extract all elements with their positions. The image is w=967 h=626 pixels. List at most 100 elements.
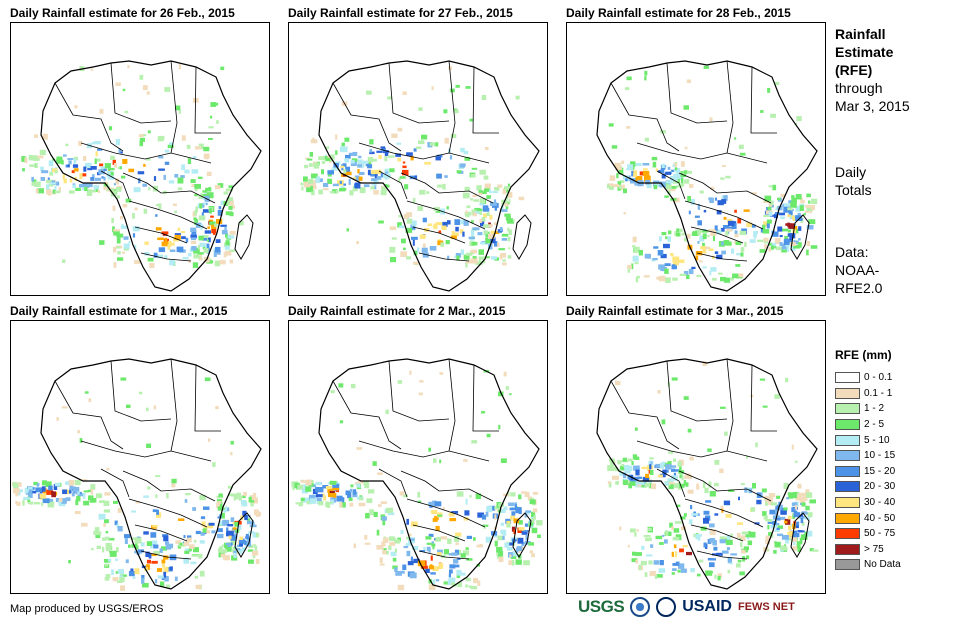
rain-cell bbox=[349, 190, 354, 196]
rain-cell bbox=[618, 185, 622, 189]
rain-cell bbox=[677, 569, 681, 573]
rain-cell bbox=[647, 527, 652, 531]
rain-cell bbox=[799, 516, 806, 519]
rain-cell bbox=[776, 517, 781, 521]
rain-cell bbox=[103, 176, 106, 181]
rain-cell bbox=[645, 179, 650, 185]
rain-cell bbox=[662, 469, 667, 476]
rain-cell bbox=[75, 499, 79, 506]
rain-cell bbox=[435, 209, 441, 213]
rain-cell bbox=[252, 497, 258, 504]
rain-cell bbox=[780, 193, 785, 198]
rain-cell bbox=[793, 512, 801, 518]
rain-cell bbox=[805, 204, 812, 208]
rain-cell bbox=[513, 518, 520, 524]
rain-cell bbox=[634, 182, 639, 186]
rain-cell bbox=[251, 496, 257, 501]
rain-cell bbox=[88, 398, 92, 403]
legend-label: 2 - 5 bbox=[864, 419, 885, 431]
rain-cell bbox=[79, 438, 83, 443]
rain-cell bbox=[335, 150, 338, 155]
rain-cell bbox=[690, 199, 695, 205]
rainfall-map bbox=[10, 320, 270, 594]
data-source: Data: NOAA- RFE2.0 bbox=[835, 243, 882, 297]
rain-cell bbox=[649, 470, 654, 475]
rain-cell bbox=[497, 242, 500, 247]
rain-cell bbox=[155, 214, 158, 217]
country-border bbox=[610, 380, 680, 450]
rain-cell bbox=[85, 162, 92, 169]
rain-cell bbox=[339, 188, 346, 192]
rain-cell bbox=[486, 195, 491, 199]
rain-cell bbox=[233, 552, 237, 558]
rain-cell bbox=[110, 188, 114, 193]
rain-cell bbox=[190, 561, 197, 565]
rain-cell bbox=[186, 538, 189, 544]
rain-cell bbox=[384, 551, 389, 555]
rain-cell bbox=[494, 187, 500, 191]
rain-cell bbox=[450, 133, 457, 138]
rain-cell bbox=[534, 492, 539, 495]
country-border bbox=[358, 142, 490, 164]
country-border bbox=[696, 252, 748, 262]
rain-cell bbox=[465, 213, 470, 218]
rain-cell bbox=[679, 548, 684, 553]
rain-cell bbox=[509, 393, 512, 396]
rain-cell bbox=[398, 177, 401, 183]
rain-cell bbox=[796, 541, 803, 545]
country-border bbox=[140, 252, 192, 262]
rain-cell bbox=[228, 535, 232, 540]
rain-cell bbox=[811, 198, 818, 204]
rain-cell bbox=[222, 519, 230, 526]
rain-cell bbox=[224, 226, 227, 231]
rain-cell bbox=[377, 472, 383, 475]
rain-cell bbox=[799, 537, 803, 543]
rain-cell bbox=[225, 543, 232, 548]
rain-cell bbox=[143, 495, 150, 498]
rain-cell bbox=[62, 259, 66, 263]
rain-cell bbox=[769, 509, 775, 515]
rain-cell bbox=[107, 558, 112, 562]
rain-cell bbox=[94, 531, 102, 536]
rain-cell bbox=[723, 195, 728, 201]
rain-cell bbox=[686, 274, 690, 280]
rain-cell bbox=[369, 148, 372, 153]
rain-cell bbox=[483, 175, 489, 180]
rain-cell bbox=[147, 486, 151, 490]
rain-cell bbox=[411, 220, 417, 226]
rain-cell bbox=[478, 191, 483, 195]
rain-cell bbox=[311, 185, 317, 189]
rain-cell bbox=[649, 457, 654, 460]
rain-cell bbox=[153, 544, 159, 549]
rain-cell bbox=[697, 220, 702, 226]
rain-cell bbox=[147, 257, 154, 262]
rain-cell bbox=[683, 513, 687, 517]
panel-title: Daily Rainfall estimate for 28 Feb., 201… bbox=[566, 6, 791, 20]
rain-cell bbox=[521, 531, 528, 535]
country-border bbox=[388, 360, 450, 422]
rain-cell bbox=[689, 456, 694, 461]
rain-cell bbox=[203, 202, 207, 206]
rain-cell bbox=[448, 577, 456, 583]
rain-cell bbox=[632, 236, 637, 243]
rain-cell bbox=[385, 409, 389, 415]
rain-cell bbox=[351, 158, 358, 162]
rain-cell bbox=[442, 184, 446, 190]
rain-cell bbox=[218, 206, 222, 210]
rain-cell bbox=[359, 187, 366, 194]
rain-cell bbox=[811, 204, 815, 211]
rain-cell bbox=[767, 524, 770, 530]
rain-cell bbox=[190, 179, 196, 183]
rain-cell bbox=[714, 513, 719, 516]
rain-cell bbox=[498, 424, 501, 430]
rain-cell bbox=[104, 492, 111, 496]
rain-cell bbox=[697, 204, 701, 210]
rain-cell bbox=[738, 144, 744, 149]
rain-cell bbox=[501, 238, 508, 241]
rain-cell bbox=[782, 228, 789, 232]
rain-cell bbox=[725, 514, 732, 518]
rain-cell bbox=[504, 213, 511, 217]
rain-cell bbox=[618, 184, 625, 190]
rain-cell bbox=[720, 276, 727, 282]
rain-cell bbox=[404, 184, 409, 190]
